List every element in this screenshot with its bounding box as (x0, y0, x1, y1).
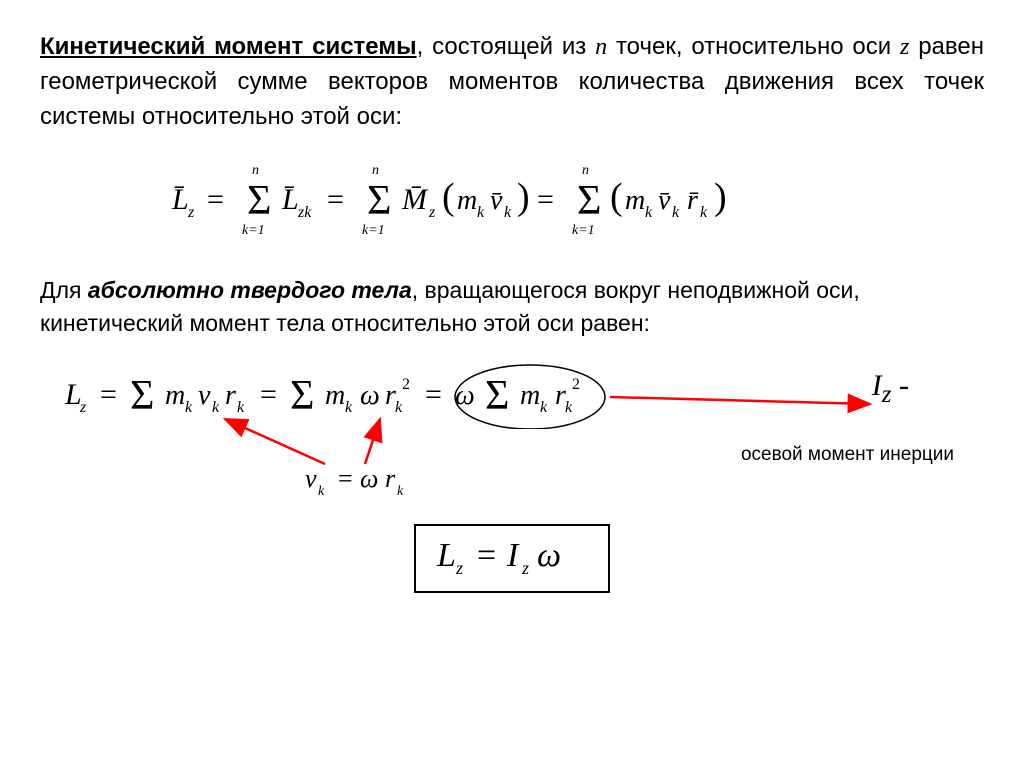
var-z: z (900, 34, 909, 60)
svg-text:r: r (225, 380, 236, 411)
svg-text:k: k (672, 204, 680, 221)
svg-text:r: r (385, 464, 396, 493)
svg-text:k: k (540, 399, 548, 416)
svg-text:k: k (318, 484, 325, 499)
svg-text:Σ: Σ (247, 178, 271, 224)
svg-text:k: k (237, 399, 245, 416)
svg-text:k=1: k=1 (362, 223, 385, 238)
iz-dash: - (892, 369, 910, 402)
svg-text:n: n (372, 163, 379, 178)
svg-text:=: = (537, 183, 554, 216)
svg-text:Σ: Σ (367, 178, 391, 224)
svg-text:=: = (260, 378, 277, 411)
boxed-formula-svg: L z = I z ω (432, 532, 592, 576)
svg-text:k: k (477, 204, 485, 221)
svg-text:k: k (345, 399, 353, 416)
svg-text:=: = (327, 183, 344, 216)
formula-1: L̄ z = Σ n k=1 L̄ zk = Σ n k=1 M̄ z ( m … (40, 159, 984, 239)
svg-text:k=1: k=1 (242, 223, 265, 238)
svg-text:m: m (165, 380, 185, 411)
formula-3-svg: v k = ω r k (300, 459, 430, 499)
svg-text:k: k (645, 204, 653, 221)
svg-text:k: k (185, 399, 193, 416)
svg-text:zk: zk (297, 204, 312, 221)
svg-text:ω: ω (360, 380, 380, 411)
formula-2-svg: L z = Σ m k v k r k = Σ m k ω r k 2 = ω (60, 359, 820, 429)
svg-text:m: m (520, 380, 540, 411)
svg-text:v̄: v̄ (490, 185, 503, 216)
svg-text:k: k (565, 399, 573, 416)
svg-text:k=1: k=1 (572, 223, 595, 238)
svg-text:z: z (521, 558, 529, 576)
boxed-formula: L z = I z ω (414, 524, 610, 593)
bold-term: абсолютно твердого тела (88, 277, 412, 303)
svg-text:r̄: r̄ (687, 185, 699, 216)
svg-text:n: n (582, 163, 589, 178)
svg-text:z: z (455, 558, 463, 576)
svg-text:2: 2 (402, 376, 410, 393)
svg-text:Σ: Σ (485, 373, 509, 419)
svg-text:k: k (700, 204, 708, 221)
svg-text:v: v (198, 380, 211, 411)
boxed-formula-wrap: L z = I z ω (40, 514, 984, 593)
formula-2-wrap: L z = Σ m k v k r k = Σ m k ω r k 2 = ω (40, 349, 984, 509)
svg-text:m: m (625, 185, 645, 216)
svg-text:k: k (504, 204, 512, 221)
svg-text:=: = (207, 183, 224, 216)
svg-text:(: ( (610, 176, 623, 218)
var-n: n (595, 34, 607, 60)
svg-text:z: z (79, 399, 87, 416)
svg-text:2: 2 (572, 376, 580, 393)
p2-prefix: Для (40, 277, 88, 303)
svg-text:z: z (187, 204, 195, 221)
svg-text:k: k (212, 399, 220, 416)
svg-text:n: n (252, 163, 259, 178)
svg-text:L: L (436, 537, 456, 574)
svg-text:): ) (714, 176, 727, 218)
formula-2: L z = Σ m k v k r k = Σ m k ω r k 2 = ω (60, 359, 820, 429)
svg-text:L̄: L̄ (281, 183, 299, 216)
svg-text:=: = (477, 537, 496, 574)
second-paragraph: Для абсолютно твердого тела, вращающегос… (40, 274, 984, 338)
svg-text:I: I (506, 537, 520, 574)
svg-text:v: v (305, 464, 317, 493)
p1-t1: , состоящей из (417, 33, 596, 60)
svg-text:Σ: Σ (577, 178, 601, 224)
svg-text:L̄: L̄ (171, 183, 189, 216)
title-term: Кинетический момент системы (40, 33, 417, 60)
svg-text:(: ( (442, 176, 455, 218)
svg-text:): ) (517, 176, 530, 218)
p1-t2: точек, относительно оси (607, 33, 900, 60)
svg-text:ω: ω (360, 464, 378, 493)
inertia-label: осевой момент инерции (741, 444, 954, 466)
iz-I: I (872, 369, 882, 402)
svg-text:M̄: M̄ (401, 183, 429, 216)
svg-text:=: = (338, 464, 353, 493)
svg-text:ω: ω (537, 537, 561, 574)
svg-text:=: = (100, 378, 117, 411)
formula-1-svg: L̄ z = Σ n k=1 L̄ zk = Σ n k=1 M̄ z ( m … (152, 159, 872, 239)
iz-sub: z (882, 381, 892, 408)
svg-text:v̄: v̄ (658, 185, 671, 216)
svg-text:k: k (397, 484, 404, 499)
svg-text:m: m (325, 380, 345, 411)
iz-label: Iz - (872, 369, 909, 409)
svg-text:Σ: Σ (290, 373, 314, 419)
intro-paragraph: Кинетический момент системы, состоящей и… (40, 30, 984, 134)
formula-3: v k = ω r k (300, 459, 430, 507)
svg-text:Σ: Σ (130, 373, 154, 419)
svg-text:=: = (425, 378, 442, 411)
svg-text:z: z (428, 204, 436, 221)
svg-text:m: m (457, 185, 477, 216)
svg-text:k: k (395, 399, 403, 416)
